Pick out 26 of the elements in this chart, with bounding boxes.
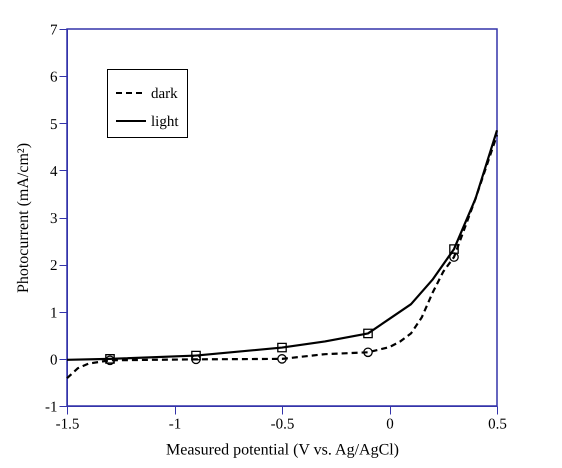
y-tick-label: -1 (45, 400, 58, 416)
y-tick-label: 6 (50, 70, 58, 86)
y-tick-label: 4 (50, 164, 58, 180)
point (363, 328, 373, 338)
x-tick-label: -1 (168, 416, 182, 432)
y-tick-label: 0 (50, 352, 58, 368)
point (363, 347, 373, 358)
y-tick-label: 7 (50, 22, 58, 38)
point (277, 342, 287, 352)
x-tick-label: -0.5 (270, 416, 294, 432)
x-tick-label: 0 (386, 416, 394, 432)
x-tick-label: -1.5 (56, 416, 80, 432)
y-axis-title: Photocurrent (mA/cm²) (15, 142, 32, 294)
point (191, 354, 201, 364)
legend-label: dark (151, 86, 178, 102)
y-tick-label: 5 (50, 116, 58, 133)
y-tick-label: 2 (50, 258, 58, 274)
y-tick-label: 1 (50, 305, 58, 322)
point (449, 244, 459, 254)
x-tick-label: 0.5 (488, 416, 507, 432)
y-tick-label: 3 (50, 211, 58, 227)
point (277, 354, 287, 364)
point (191, 350, 201, 360)
point (449, 252, 459, 262)
legend-label: light (151, 114, 180, 130)
x-axis-title: Measured potential (V vs. Ag/AgCl) (166, 442, 400, 458)
